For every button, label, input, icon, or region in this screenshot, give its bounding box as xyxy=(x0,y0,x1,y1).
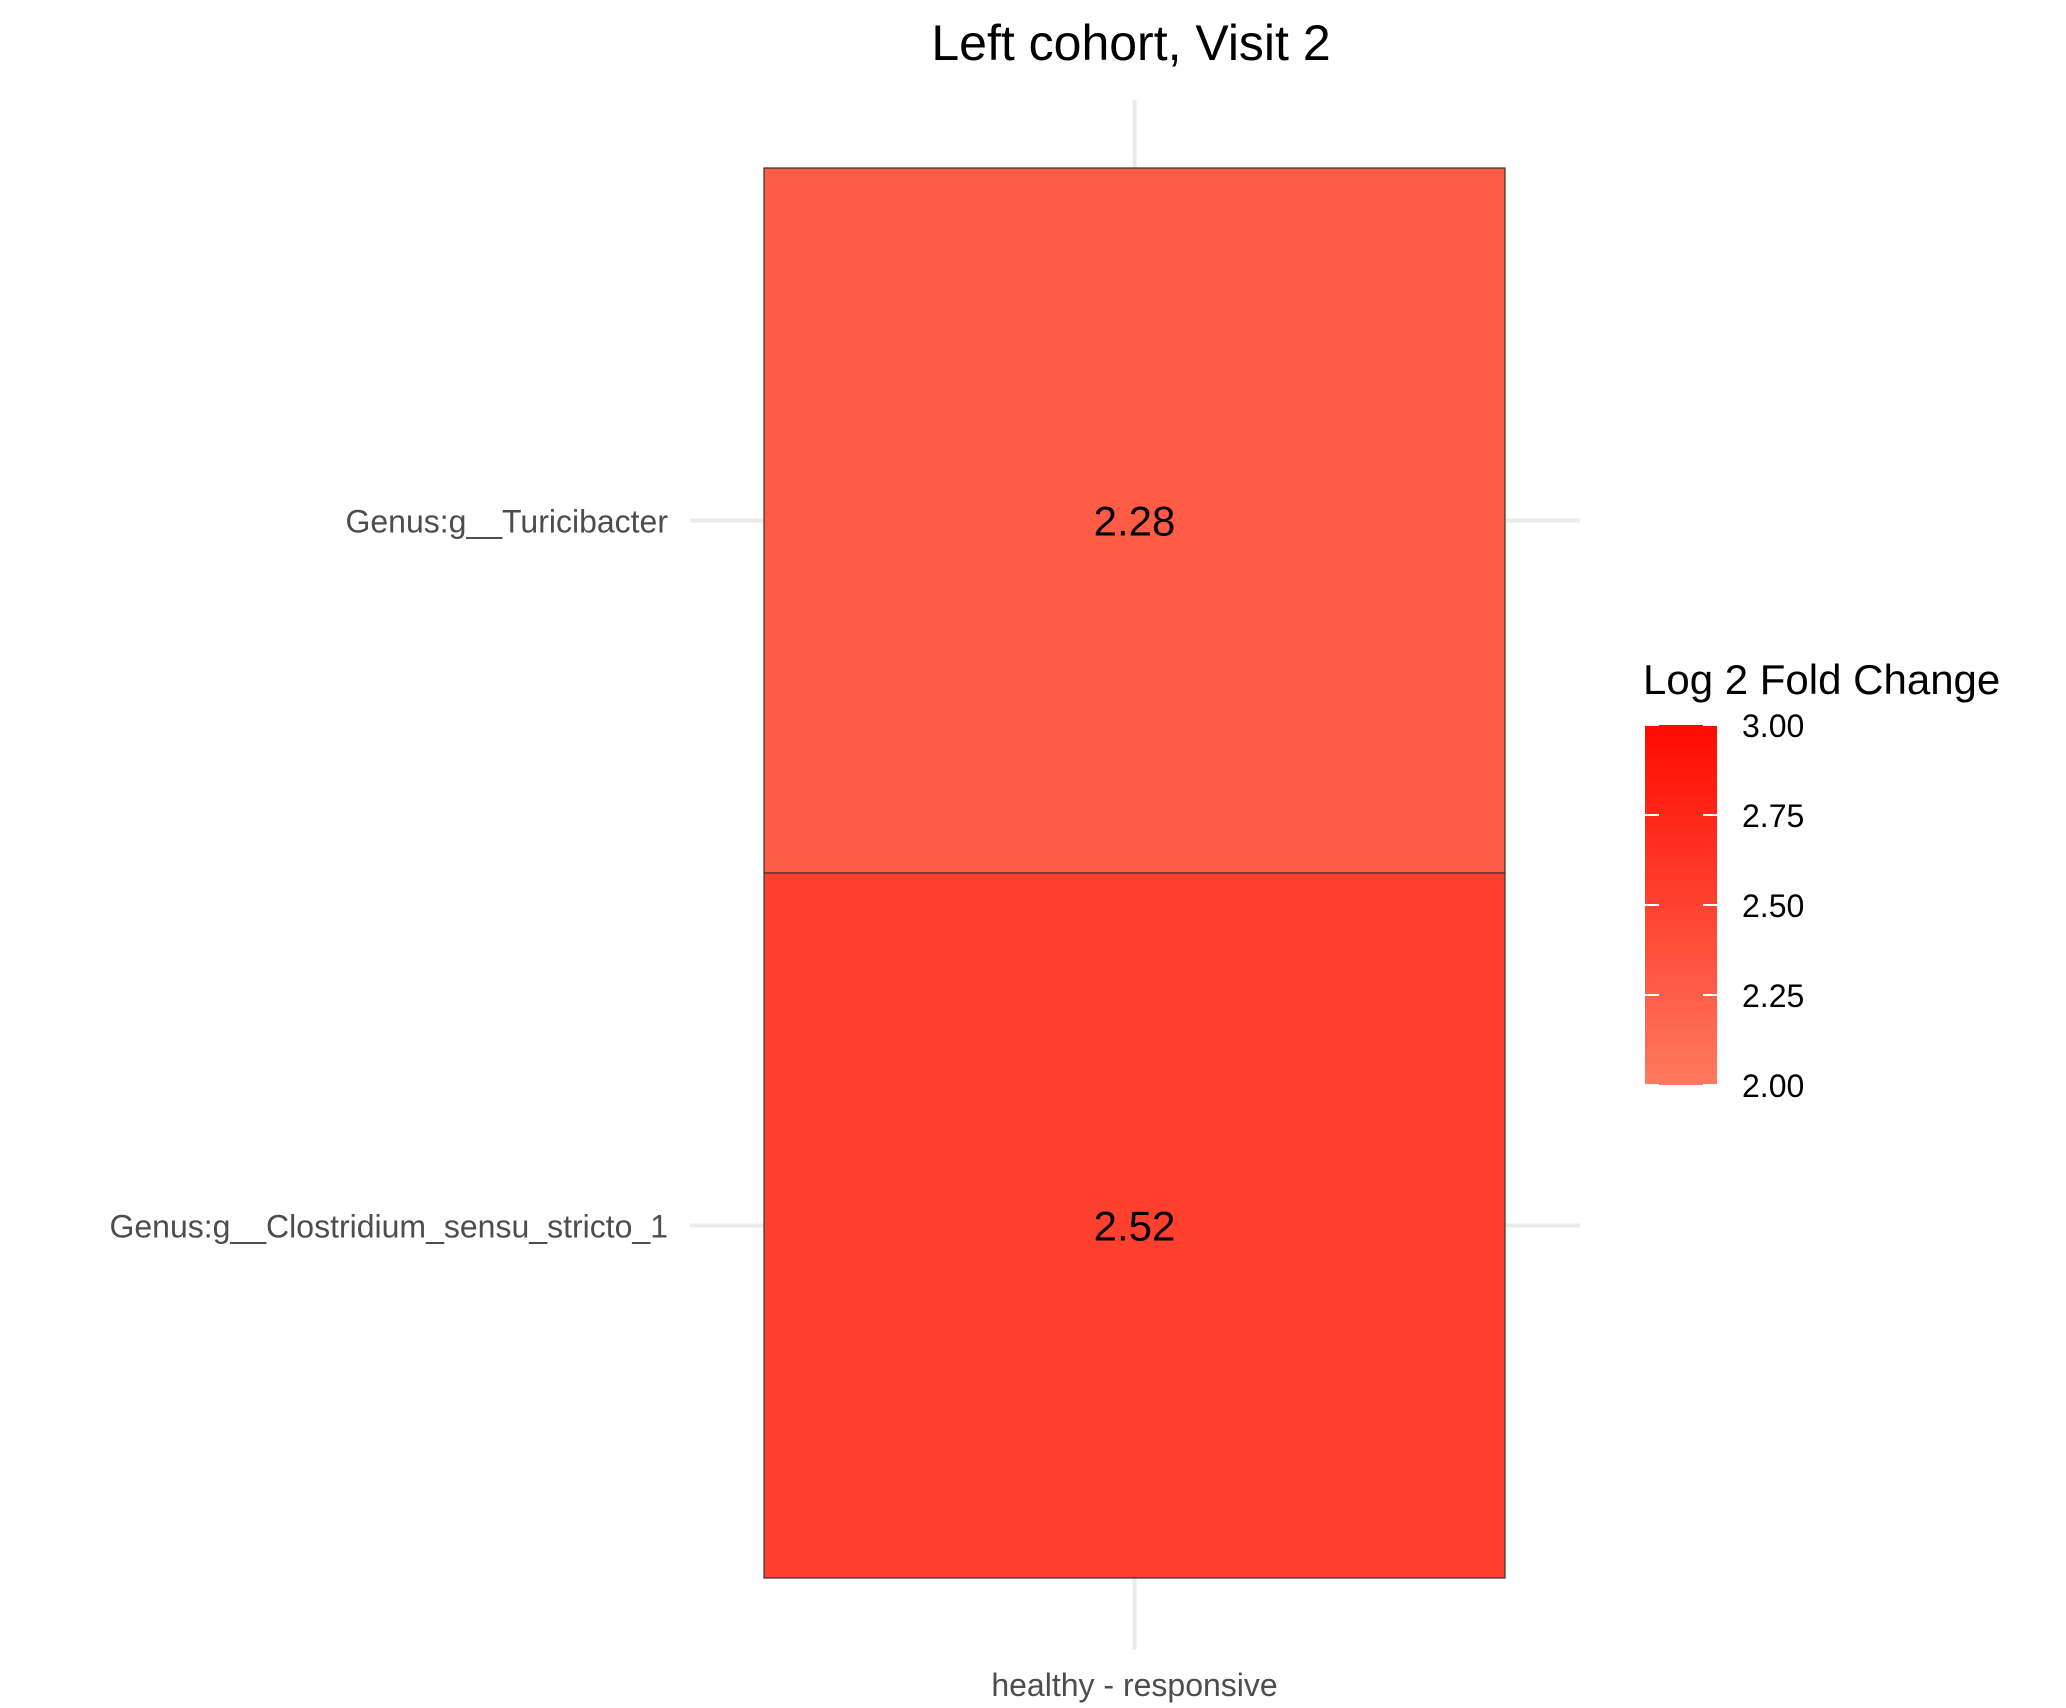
legend-ticks: 3.00 2.75 2.50 2.25 2.00 xyxy=(1645,708,1804,1104)
cell-value-label: 2.52 xyxy=(1094,1203,1176,1250)
heatmap-cells: 2.28 2.52 xyxy=(763,167,1506,1579)
legend-tick-label: 3.00 xyxy=(1742,708,1804,744)
legend-tick-label: 2.75 xyxy=(1742,798,1804,834)
x-axis-labels: healthy - responsive xyxy=(991,1667,1277,1703)
chart-title: Left cohort, Visit 2 xyxy=(931,15,1330,71)
legend-tick-label: 2.50 xyxy=(1742,888,1804,924)
cell-value-label: 2.28 xyxy=(1094,498,1176,545)
heatmap-cell xyxy=(763,872,1506,1579)
legend-tick-label: 2.25 xyxy=(1742,978,1804,1014)
heatmap-cell xyxy=(763,167,1506,874)
legend-tick-label: 2.00 xyxy=(1742,1068,1804,1104)
y-tick-label: Genus:g__Turicibacter xyxy=(345,504,668,540)
legend-title: Log 2 Fold Change xyxy=(1643,656,2000,703)
y-tick-label: Genus:g__Clostridium_sensu_stricto_1 xyxy=(109,1209,668,1245)
y-axis-labels: Genus:g__Turicibacter Genus:g__Clostridiu… xyxy=(109,504,668,1245)
color-legend: Log 2 Fold Change 3.00 2.75 2.50 2.25 2.00 xyxy=(1643,656,2000,1104)
x-tick-label: healthy - responsive xyxy=(991,1667,1277,1703)
